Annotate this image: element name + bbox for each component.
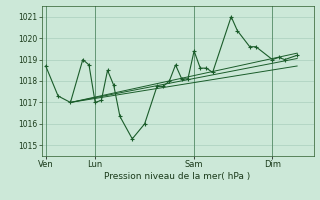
X-axis label: Pression niveau de la mer( hPa ): Pression niveau de la mer( hPa ) — [104, 172, 251, 181]
